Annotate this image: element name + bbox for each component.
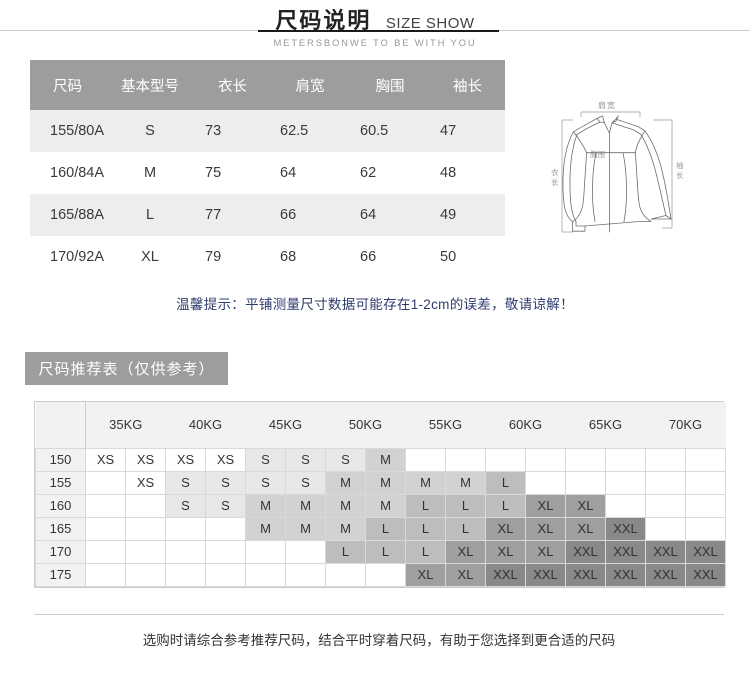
svg-text:袖: 袖	[676, 160, 684, 170]
svg-text:衣: 衣	[551, 167, 559, 177]
svg-text:长: 长	[551, 177, 559, 187]
svg-text:长: 长	[676, 170, 684, 180]
svg-text:胸围: 胸围	[590, 149, 605, 159]
svg-text:肩宽: 肩宽	[598, 100, 616, 110]
